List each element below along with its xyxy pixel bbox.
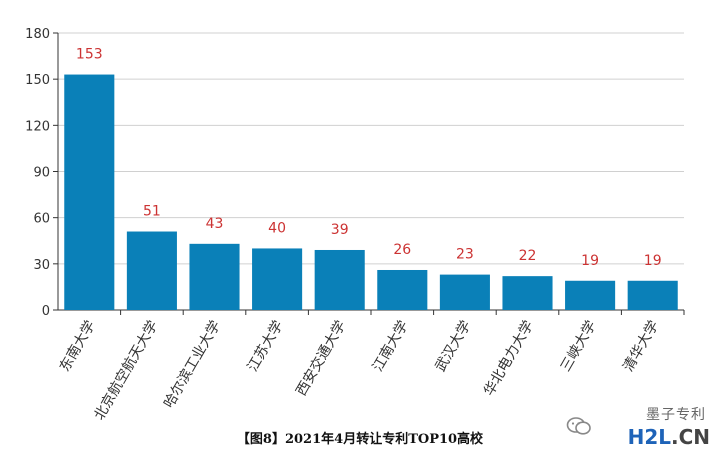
x-tick-label: 武汉大学	[433, 318, 475, 374]
y-tick-label: 150	[25, 73, 50, 88]
x-tick-label: 江南大学	[370, 318, 412, 374]
watermark-text: 墨子专利	[646, 407, 706, 423]
data-label: 26	[393, 242, 411, 258]
x-tick-label: 三峡大学	[558, 318, 600, 374]
bar	[126, 231, 177, 310]
x-tick-label: 华北电力大学	[481, 318, 537, 399]
data-label: 23	[456, 247, 474, 263]
bar	[627, 280, 678, 310]
wechat-icon	[566, 417, 591, 435]
y-tick-label: 120	[25, 119, 50, 134]
figure-caption: 【图8】2021年4月转让专利TOP10高校	[236, 432, 484, 447]
site-logo: H2L.CN	[628, 427, 710, 448]
x-tick-label: 清华大学	[620, 318, 662, 374]
x-tick-label: 西安交通大学	[292, 318, 349, 399]
watermark: 墨子专利 H2L.CN	[566, 407, 710, 450]
data-label: 43	[206, 216, 224, 232]
bar	[502, 276, 553, 310]
bar	[64, 74, 115, 310]
data-label: 39	[331, 222, 349, 238]
y-tick-label: 180	[25, 27, 50, 42]
y-tick-label: 60	[33, 212, 50, 227]
data-label: 19	[581, 253, 599, 269]
data-label: 40	[268, 220, 286, 236]
logo-main: H2L	[627, 425, 671, 449]
logo-suffix: .CN	[670, 425, 710, 449]
data-label: 51	[143, 204, 161, 220]
y-tick-label: 30	[33, 258, 50, 273]
bar	[314, 249, 365, 310]
y-tick-label: 0	[42, 304, 50, 319]
data-label: 19	[644, 253, 662, 269]
bar-chart: 0 30 60 90 120 150 180 153 东南大学 51 北京航空航天大学 43 哈尔滨工业…	[25, 27, 685, 420]
data-label: 153	[76, 47, 103, 63]
y-tick-label: 90	[33, 166, 50, 181]
x-tick-label: 东南大学	[57, 318, 99, 374]
x-tick-label: 北京航空航天大学	[92, 318, 162, 420]
bar	[252, 248, 303, 310]
bar	[565, 280, 616, 310]
x-tick-label: 哈尔滨工业大学	[161, 318, 224, 411]
x-tick-label: 江苏大学	[245, 318, 287, 374]
bar	[439, 274, 490, 310]
bar	[377, 269, 428, 310]
bar	[189, 243, 240, 310]
data-label: 22	[519, 248, 537, 264]
